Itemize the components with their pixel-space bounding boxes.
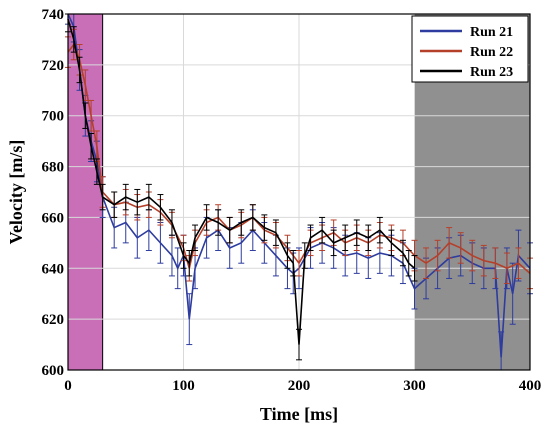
shaded-region-0	[67, 13, 104, 371]
y-tick-label: 680	[42, 160, 65, 176]
series-2	[65, 13, 418, 361]
series-layer	[65, 13, 533, 371]
y-tick-label: 740	[42, 7, 65, 23]
y-tick-labels: 600 620 640 660 680 700 720 740	[42, 7, 65, 379]
legend-label-2: Run 23	[470, 65, 513, 80]
x-tick-label: 400	[519, 378, 542, 394]
y-axis-label: Velocity [m/s]	[6, 140, 26, 245]
y-tick-label: 600	[42, 363, 65, 379]
x-tick-labels: 0 100 200 300 400	[64, 378, 541, 394]
y-tick-label: 660	[42, 210, 65, 226]
x-axis-label: Time [ms]	[260, 404, 338, 424]
legend-label-0: Run 21	[470, 25, 513, 40]
y-tick-label: 620	[42, 312, 65, 328]
series-line-2	[67, 18, 416, 345]
y-tick-label: 640	[42, 261, 65, 277]
y-tick-label: 720	[42, 58, 65, 74]
x-tick-label: 100	[172, 378, 195, 394]
x-tick-label: 300	[403, 378, 426, 394]
x-tick-label: 0	[64, 378, 72, 394]
x-tick-label: 200	[288, 378, 311, 394]
plot-frame	[67, 13, 531, 371]
legend-label-1: Run 22	[470, 45, 513, 60]
legend: Run 21 Run 22 Run 23	[411, 15, 529, 83]
y-tick-label: 700	[42, 109, 65, 125]
